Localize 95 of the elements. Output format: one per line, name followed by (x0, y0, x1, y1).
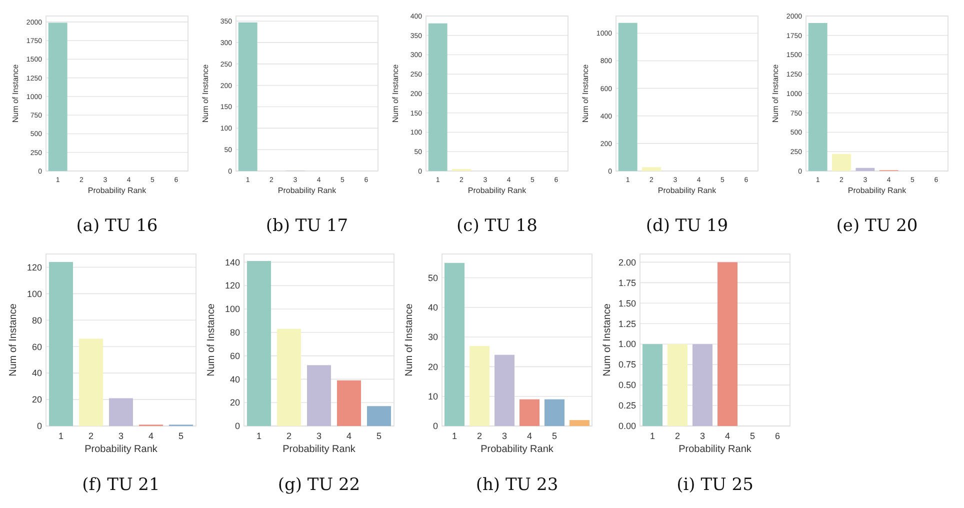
y-tick-label: 120 (26, 262, 42, 272)
y-tick-label: 0.00 (618, 421, 636, 432)
y-tick-label: 140 (224, 257, 240, 268)
x-axis-title: Probability Rank (88, 186, 148, 195)
y-tick-label: 1.50 (618, 298, 636, 308)
bar (109, 398, 133, 426)
x-tick-label: 1 (58, 431, 64, 441)
y-axis-title: Num of Instance (404, 303, 415, 376)
y-tick-label: 0 (36, 421, 42, 432)
y-tick-label: 0.50 (618, 380, 636, 390)
y-tick-label: 100 (26, 288, 42, 299)
bar (570, 420, 590, 426)
bar (337, 380, 361, 426)
bar (367, 406, 391, 426)
y-tick-label: 0.75 (618, 360, 636, 370)
x-tick-label: 2 (88, 431, 94, 441)
x-tick-label: 5 (178, 431, 184, 441)
x-axis-title: Probability Rank (84, 444, 158, 455)
x-tick-label: 4 (724, 431, 730, 441)
text: (i) TU 25 (676, 475, 754, 495)
text: (c) TU 18 (456, 216, 538, 236)
x-tick-label: 3 (316, 431, 322, 441)
text: (f) TU 21 (82, 475, 160, 495)
bar (494, 354, 514, 426)
y-tick-label: 60 (230, 350, 240, 361)
bar (444, 262, 464, 426)
x-tick-label: 3 (700, 431, 706, 441)
bar (307, 365, 331, 426)
text: (d) TU 19 (646, 216, 728, 236)
y-axis-title: Num of Instance (602, 303, 613, 376)
x-tick-label: 3 (502, 431, 508, 441)
y-tick-label: 30 (428, 332, 438, 342)
y-axis-title: Num of Instance (11, 64, 20, 123)
y-axis-title: Num of Instance (391, 64, 400, 123)
y-tick-label: 0 (234, 421, 240, 432)
y-tick-label: 80 (230, 328, 240, 338)
x-tick-label: 1 (452, 431, 458, 441)
bar (277, 328, 301, 426)
y-axis-title: Num of Instance (201, 64, 210, 123)
x-tick-label: 4 (148, 431, 154, 441)
x-tick-label: 4 (346, 431, 352, 441)
y-tick-label: 10 (428, 391, 438, 402)
x-tick-label: 4 (526, 431, 532, 441)
x-tick-label: 1 (256, 431, 262, 441)
text: (h) TU 23 (476, 475, 558, 495)
x-tick-label: 5 (750, 431, 756, 441)
y-axis-title: Num of Instance (771, 64, 780, 123)
y-tick-label: 120 (224, 280, 240, 291)
y-tick-label: 2.00 (618, 257, 636, 268)
y-tick-label: 40 (32, 368, 42, 378)
y-tick-label: 50 (428, 272, 438, 283)
y-tick-label: 80 (32, 315, 42, 326)
y-tick-label: 20 (32, 394, 42, 405)
y-tick-label: 100 (224, 304, 240, 314)
y-tick-label: 0 (432, 421, 438, 432)
y-tick-label: 20 (428, 362, 438, 372)
x-axis-title: Probability Rank (658, 186, 718, 195)
y-tick-label: 1.00 (618, 339, 636, 350)
bar (247, 261, 271, 426)
y-axis-title: Num of Instance (206, 303, 217, 376)
x-tick-label: 6 (774, 431, 780, 441)
y-tick-label: 0.25 (618, 400, 636, 411)
y-tick-label: 60 (32, 342, 42, 352)
y-tick-label: 1.25 (618, 318, 636, 329)
x-tick-label: 3 (118, 431, 124, 441)
text: (b) TU 17 (266, 216, 348, 236)
bar (520, 399, 540, 426)
x-tick-label: 1 (650, 431, 656, 441)
x-tick-label: 5 (552, 431, 558, 441)
bar (79, 338, 103, 426)
bar (470, 346, 490, 426)
bar (856, 168, 875, 171)
text: (e) TU 20 (836, 216, 918, 236)
bar (808, 22, 828, 171)
x-tick-label: 2 (476, 431, 482, 441)
x-axis-title: Probability Rank (848, 186, 908, 195)
x-tick-label: 5 (376, 431, 382, 441)
x-axis-title: Probability Rank (678, 444, 752, 455)
x-tick-label: 2 (674, 431, 680, 441)
x-tick-label: 2 (286, 431, 292, 441)
x-axis-title: Probability Rank (468, 186, 528, 195)
x-axis-title: Probability Rank (282, 444, 356, 455)
y-tick-label: 1.75 (618, 278, 636, 288)
bar (832, 154, 851, 171)
y-tick-label: 40 (428, 302, 438, 313)
text: (g) TU 22 (278, 475, 360, 495)
y-axis-title: Num of Instance (581, 64, 590, 123)
bar (49, 262, 73, 426)
y-tick-label: 40 (230, 374, 240, 384)
y-axis-title: Num of Instance (8, 303, 19, 376)
bar (544, 399, 564, 426)
x-axis-title: Probability Rank (480, 444, 554, 455)
x-axis-title: Probability Rank (278, 186, 338, 195)
y-tick-label: 20 (230, 398, 240, 408)
text: (a) TU 16 (76, 216, 158, 236)
